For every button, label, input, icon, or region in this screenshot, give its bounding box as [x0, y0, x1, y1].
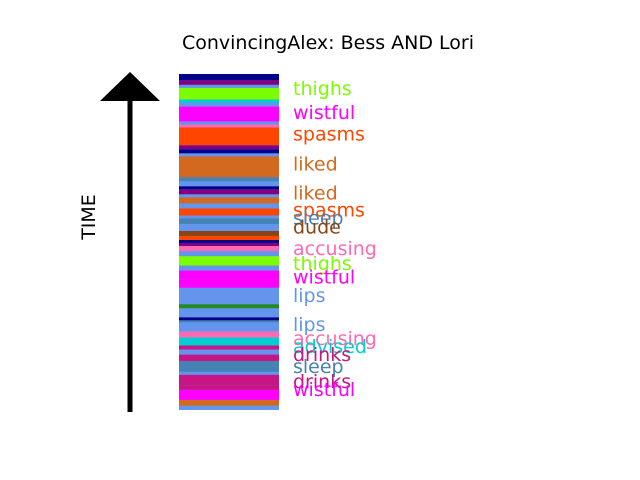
event-stripe — [179, 385, 279, 390]
event-stripe — [179, 374, 279, 386]
event-label: accusing — [293, 328, 377, 350]
event-label: liked — [293, 153, 338, 175]
event-stripe — [179, 331, 279, 338]
event-stripe — [179, 246, 279, 252]
time-arrow — [100, 72, 160, 412]
event-stripe — [179, 208, 279, 216]
event-stripe — [179, 203, 279, 209]
event-label: wistful — [293, 102, 355, 124]
event-stripe — [179, 74, 279, 81]
event-stripe — [179, 279, 279, 288]
event-stripe — [179, 405, 279, 410]
event-stripe — [179, 156, 279, 178]
event-stripe — [179, 223, 279, 231]
event-stripe — [179, 102, 279, 107]
event-stripe — [179, 181, 279, 187]
event-label: thighs — [293, 78, 352, 100]
event-stripe — [179, 317, 279, 321]
y-axis-label: TIME — [78, 194, 100, 241]
time-arrow-head — [100, 72, 160, 101]
event-label: spasms — [293, 123, 365, 145]
event-stripe — [179, 287, 279, 305]
event-stripe — [179, 243, 279, 247]
event-stripe — [179, 194, 279, 198]
event-stripe — [179, 371, 279, 375]
event-stripe — [179, 345, 279, 350]
event-stripe — [179, 349, 279, 355]
event-stripe — [179, 189, 279, 195]
event-label: sleep — [293, 356, 344, 378]
event-stripe — [179, 337, 279, 346]
event-stripe — [179, 186, 279, 190]
event-stripe — [179, 87, 279, 100]
event-stripe — [179, 99, 279, 103]
event-stripe — [179, 312, 279, 318]
event-stripe — [179, 239, 279, 244]
event-stripe — [179, 235, 279, 240]
event-stripe — [179, 218, 279, 224]
event-stripe — [179, 230, 279, 236]
event-stripe — [179, 304, 279, 309]
event-label: accusing — [293, 238, 377, 260]
event-stripe — [179, 145, 279, 150]
event-label: wistful — [293, 379, 355, 401]
event-stripe — [179, 322, 279, 329]
event-label: liked — [293, 182, 338, 204]
event-stripe — [179, 127, 279, 146]
event-stripe — [179, 153, 279, 157]
event-stripe — [179, 80, 279, 85]
event-labels: thighswistfulspasmslikedlikedspasmssleep… — [293, 78, 377, 401]
event-label: thighs — [293, 253, 352, 275]
event-label: drinks — [293, 371, 351, 393]
event-strip — [179, 74, 279, 410]
event-label: lips — [293, 285, 326, 307]
event-stripe — [179, 197, 279, 204]
event-stripe — [179, 106, 279, 122]
event-stripe — [179, 389, 279, 400]
event-stripe — [179, 84, 279, 88]
event-stripe — [179, 177, 279, 182]
event-stripe — [179, 256, 279, 266]
event-stripe — [179, 215, 279, 219]
event-label: lips — [293, 314, 326, 336]
event-stripe — [179, 265, 279, 271]
event-stripe — [179, 251, 279, 257]
event-stripe — [179, 360, 279, 372]
event-label: sleep — [293, 207, 344, 229]
event-stripe — [179, 149, 279, 154]
event-stripe — [179, 121, 279, 125]
event-label: advised — [293, 336, 367, 358]
event-label: spasms — [293, 199, 365, 221]
event-stripe — [179, 124, 279, 128]
event-stripe — [179, 354, 279, 361]
event-label: dude — [293, 217, 341, 239]
event-label: wistful — [293, 267, 355, 289]
event-stripe — [179, 320, 279, 323]
event-stripe — [179, 308, 279, 313]
event-stripe — [179, 328, 279, 332]
chart-title: ConvincingAlex: Bess AND Lori — [182, 32, 474, 54]
event-stripe — [179, 399, 279, 406]
event-label: drinks — [293, 344, 351, 366]
event-stripe — [179, 270, 279, 280]
